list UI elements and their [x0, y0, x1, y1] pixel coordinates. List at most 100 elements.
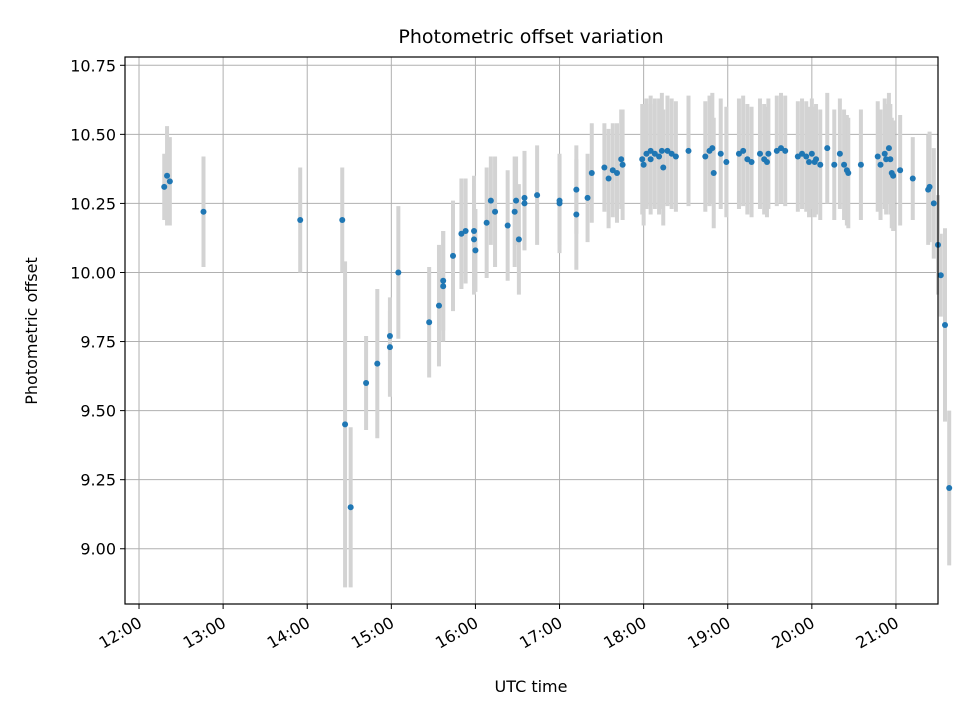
- y-tick-label: 10.50: [70, 125, 116, 144]
- data-point: [808, 150, 815, 157]
- y-axis-label: Photometric offset: [22, 257, 41, 405]
- y-tick-label: 9.25: [80, 471, 116, 490]
- data-point: [765, 150, 772, 157]
- data-point: [845, 170, 852, 177]
- data-point: [841, 161, 848, 168]
- data-point: [660, 164, 667, 171]
- data-point: [483, 219, 490, 226]
- data-point: [717, 150, 724, 157]
- data-point: [297, 216, 304, 223]
- y-tick-label: 10.75: [70, 56, 116, 75]
- data-point: [556, 197, 563, 204]
- data-point: [521, 200, 528, 207]
- data-point: [347, 504, 354, 511]
- data-point: [831, 161, 838, 168]
- y-tick-label: 9.00: [80, 540, 116, 559]
- data-point: [614, 170, 621, 177]
- data-point: [440, 283, 447, 290]
- data-point: [487, 197, 494, 204]
- data-point: [534, 192, 541, 199]
- data-point: [619, 161, 626, 168]
- data-point: [942, 321, 949, 328]
- data-point: [521, 194, 528, 201]
- data-point: [890, 172, 897, 179]
- data-point: [824, 145, 831, 152]
- data-point: [166, 178, 173, 185]
- data-point: [472, 247, 479, 254]
- data-point: [806, 158, 813, 165]
- data-point: [573, 211, 580, 218]
- data-point: [363, 379, 370, 386]
- data-point: [584, 194, 591, 201]
- data-point: [339, 216, 346, 223]
- data-point: [710, 170, 717, 177]
- data-point: [647, 156, 654, 163]
- data-point: [471, 236, 478, 243]
- data-point: [723, 158, 730, 165]
- data-point: [658, 147, 665, 154]
- data-point: [897, 167, 904, 174]
- y-tick-label: 9.50: [80, 402, 116, 421]
- data-point: [435, 302, 442, 309]
- data-point: [601, 164, 608, 171]
- data-point: [588, 170, 595, 177]
- data-point: [164, 172, 171, 179]
- data-point: [881, 150, 888, 157]
- data-points: [161, 145, 953, 511]
- data-point: [782, 147, 789, 154]
- data-point: [702, 153, 709, 160]
- data-point: [450, 252, 457, 259]
- data-point: [573, 186, 580, 193]
- data-point: [817, 161, 824, 168]
- data-point: [709, 145, 716, 152]
- data-point: [836, 150, 843, 157]
- data-point: [471, 228, 478, 235]
- data-point: [462, 228, 469, 235]
- data-point: [440, 277, 447, 284]
- data-point: [946, 484, 953, 491]
- data-point: [161, 183, 168, 190]
- data-point: [763, 158, 770, 165]
- y-axis: 9.00 9.25 9.50 9.75 10.00 10.25 10.50 10.75: [70, 56, 125, 559]
- data-point: [672, 153, 679, 160]
- data-point: [748, 158, 755, 165]
- chart-title: Photometric offset variation: [398, 26, 663, 48]
- data-point: [639, 156, 646, 163]
- data-point: [926, 183, 933, 190]
- data-point: [386, 344, 393, 351]
- data-point: [513, 197, 520, 204]
- data-point: [874, 153, 881, 160]
- data-point: [740, 147, 747, 154]
- plot-frame: [124, 56, 939, 605]
- data-point: [511, 208, 518, 215]
- y-tick-label: 10.00: [70, 263, 116, 282]
- data-point: [756, 150, 763, 157]
- data-point: [909, 175, 916, 182]
- y-tick-label: 10.25: [70, 194, 116, 213]
- y-tick-label: 9.75: [80, 333, 116, 352]
- data-point: [930, 200, 937, 207]
- data-point: [877, 161, 884, 168]
- data-point: [515, 236, 522, 243]
- data-point: [504, 222, 511, 229]
- data-point: [857, 161, 864, 168]
- data-point: [605, 175, 612, 182]
- data-point: [374, 360, 381, 367]
- data-point: [937, 272, 944, 279]
- data-point: [803, 153, 810, 160]
- data-point: [883, 156, 890, 163]
- data-point: [200, 208, 207, 215]
- data-point: [426, 319, 433, 326]
- data-point: [395, 269, 402, 276]
- data-point: [492, 208, 499, 215]
- x-axis-label: UTC time: [495, 677, 568, 696]
- data-point: [618, 156, 625, 163]
- data-point: [342, 421, 349, 428]
- data-point: [813, 156, 820, 163]
- data-point: [640, 161, 647, 168]
- data-point: [386, 333, 393, 340]
- data-point: [885, 145, 892, 152]
- data-point: [656, 153, 663, 160]
